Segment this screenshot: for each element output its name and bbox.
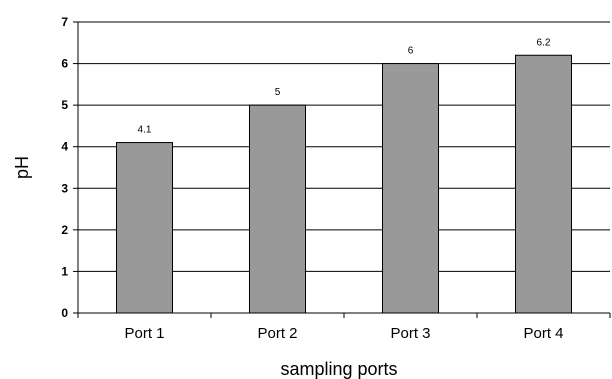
y-axis-title: pH bbox=[12, 156, 32, 179]
y-tick-label: 0 bbox=[61, 306, 68, 320]
bar bbox=[250, 105, 306, 313]
x-tick-label: Port 3 bbox=[390, 325, 430, 342]
x-tick-label: Port 4 bbox=[523, 325, 563, 342]
bar bbox=[383, 64, 439, 313]
data-label: 5 bbox=[275, 87, 281, 98]
y-tick-label: 3 bbox=[61, 181, 68, 195]
y-tick-label: 1 bbox=[61, 264, 68, 278]
x-tick-labels: Port 1 Port 2 Port 3 Port 4 bbox=[124, 325, 563, 342]
bar bbox=[117, 143, 173, 313]
data-label: 6.2 bbox=[537, 37, 551, 48]
data-labels: 4.1 5 6 6.2 bbox=[138, 37, 551, 135]
y-tick-label: 4 bbox=[61, 140, 68, 154]
y-tick-label: 2 bbox=[61, 223, 68, 237]
x-tick-label: Port 1 bbox=[124, 325, 164, 342]
data-label: 6 bbox=[408, 46, 414, 57]
y-tick-label: 5 bbox=[61, 98, 68, 112]
x-axis-title: sampling ports bbox=[280, 359, 397, 379]
bar bbox=[516, 55, 572, 313]
y-tick-label: 6 bbox=[61, 57, 68, 71]
y-tick-label: 7 bbox=[61, 15, 68, 29]
data-label: 4.1 bbox=[138, 125, 152, 136]
bars bbox=[117, 55, 572, 313]
y-tick-labels: 0 1 2 3 4 5 6 7 bbox=[61, 15, 68, 320]
x-tick-label: Port 2 bbox=[257, 325, 297, 342]
